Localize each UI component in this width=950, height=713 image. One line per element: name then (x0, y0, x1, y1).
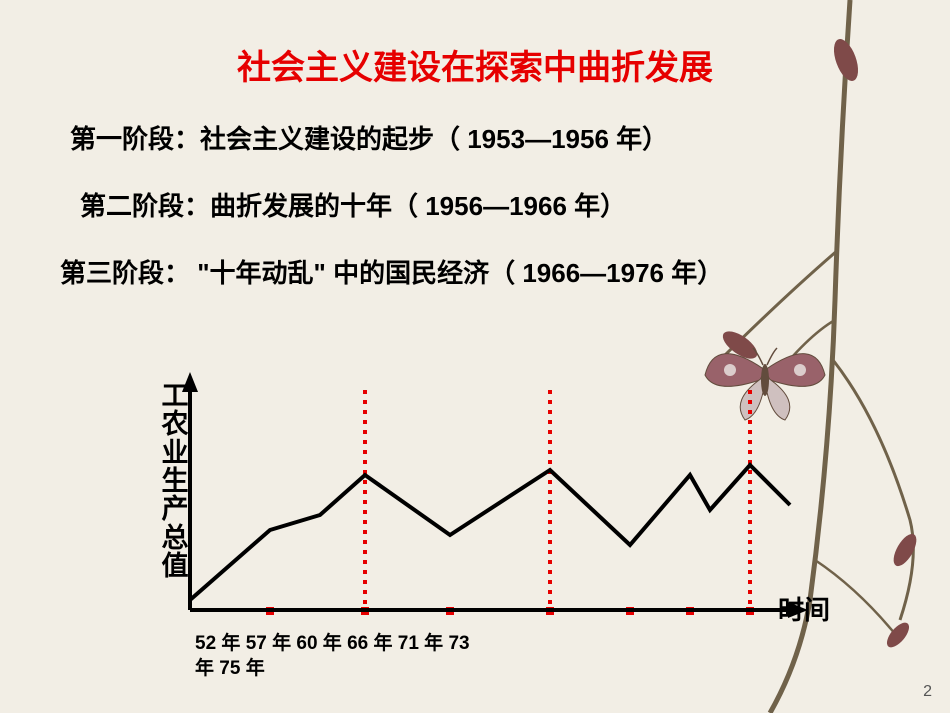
phase-3-text: 第三阶段： "十年动乱" 中的国民经济（ 1966—1976 年） (60, 253, 910, 290)
line-chart (140, 370, 860, 650)
phase-1-text: 第一阶段：社会主义建设的起步（ 1953—1956 年） (70, 119, 910, 156)
x-axis-tick-labels: 52 年 57 年 60 年 66 年 71 年 73 年 75 年 (195, 632, 470, 681)
slide: 社会主义建设在探索中曲折发展 第一阶段：社会主义建设的起步（ 1953—1956… (0, 0, 950, 713)
chart-container: 工农业生产总值 时间 52 年 57 年 60 年 66 年 71 年 73 年… (140, 370, 860, 650)
slide-title: 社会主义建设在探索中曲折发展 (40, 40, 910, 89)
page-number: 2 (923, 683, 932, 701)
phase-2-text: 第二阶段：曲折发展的十年（ 1956—1966 年） (80, 186, 910, 223)
